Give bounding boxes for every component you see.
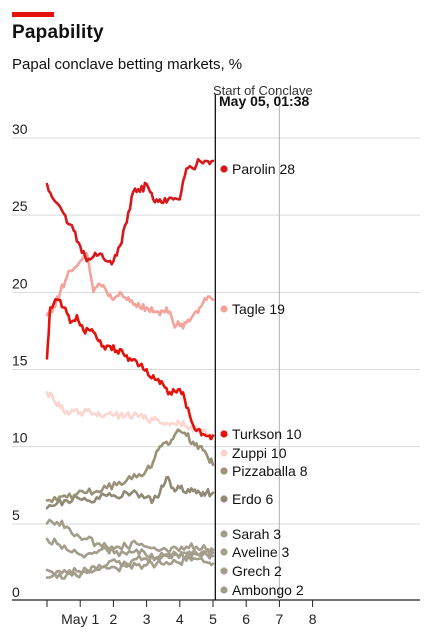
x-tick-label-4: 4 bbox=[176, 611, 184, 627]
y-tick-label-5: 5 bbox=[12, 507, 20, 523]
series-dot-ambongo bbox=[220, 586, 228, 594]
series-label-grech: Grech 2 bbox=[232, 563, 282, 579]
series-label-pizzaballa: Pizzaballa 8 bbox=[232, 463, 308, 479]
series-dot-tagle bbox=[220, 305, 228, 313]
axis-layer: 0 5 10 15 20 25 30 May 1 2 3 4 5 6 7 8 bbox=[12, 121, 420, 627]
series-dot-zuppi bbox=[220, 449, 228, 457]
y-tick-label-30: 30 bbox=[12, 121, 28, 137]
series-line-aveline bbox=[45, 537, 215, 562]
series-line-pizzaballa bbox=[45, 428, 215, 504]
series-dot-grech bbox=[220, 567, 228, 575]
x-tick-label-2: 2 bbox=[110, 611, 118, 627]
conclave-start-label: Start of Conclave bbox=[213, 83, 313, 98]
series-line-erdo bbox=[45, 475, 215, 510]
series-line-sarah bbox=[45, 518, 215, 555]
series-label-sarah: Sarah 3 bbox=[232, 526, 281, 542]
x-tick-label-5: 5 bbox=[209, 611, 217, 627]
series-line-tagle bbox=[45, 251, 215, 330]
current-time-label: May 05, 01:38 bbox=[219, 93, 309, 109]
series-line-grech bbox=[45, 555, 215, 577]
series-label-erdo: Erdo 6 bbox=[232, 491, 273, 507]
series-layer bbox=[45, 158, 215, 580]
y-tick-label-0: 0 bbox=[12, 584, 20, 600]
series-dot-erdo bbox=[220, 495, 228, 503]
y-tick-label-20: 20 bbox=[12, 275, 28, 291]
series-line-parolin bbox=[45, 158, 215, 266]
x-tick-label-8: 8 bbox=[309, 611, 317, 627]
grid-layer bbox=[12, 137, 420, 525]
series-label-turkson: Turkson 10 bbox=[232, 426, 302, 442]
y-tick-label-15: 15 bbox=[12, 353, 28, 369]
x-tick-label-1: May 1 bbox=[61, 611, 99, 627]
chart-title: Papability bbox=[12, 22, 104, 43]
y-tick-label-10: 10 bbox=[12, 430, 28, 446]
series-line-zuppi bbox=[45, 391, 215, 438]
x-tick-label-6: 6 bbox=[242, 611, 250, 627]
series-dot-parolin bbox=[220, 165, 228, 173]
series-dot-sarah bbox=[220, 530, 228, 538]
series-label-layer: Parolin 28 Tagle 19 Turkson 10 Zuppi 10 Pizz… bbox=[220, 161, 308, 598]
series-dot-aveline bbox=[220, 548, 228, 556]
x-tick-label-3: 3 bbox=[143, 611, 151, 627]
y-tick-label-25: 25 bbox=[12, 198, 28, 214]
series-label-zuppi: Zuppi 10 bbox=[232, 445, 287, 461]
series-dot-turkson bbox=[220, 430, 228, 438]
series-label-aveline: Aveline 3 bbox=[232, 544, 290, 560]
series-label-parolin: Parolin 28 bbox=[232, 161, 295, 177]
brand-accent-bar bbox=[12, 12, 54, 17]
series-dot-pizzaballa bbox=[220, 467, 228, 475]
series-label-ambongo: Ambongo 2 bbox=[232, 582, 304, 598]
series-line-turkson bbox=[45, 298, 215, 441]
chart-subtitle: Papal conclave betting markets, % bbox=[12, 56, 243, 73]
x-tick-label-7: 7 bbox=[276, 611, 284, 627]
series-label-tagle: Tagle 19 bbox=[232, 301, 285, 317]
